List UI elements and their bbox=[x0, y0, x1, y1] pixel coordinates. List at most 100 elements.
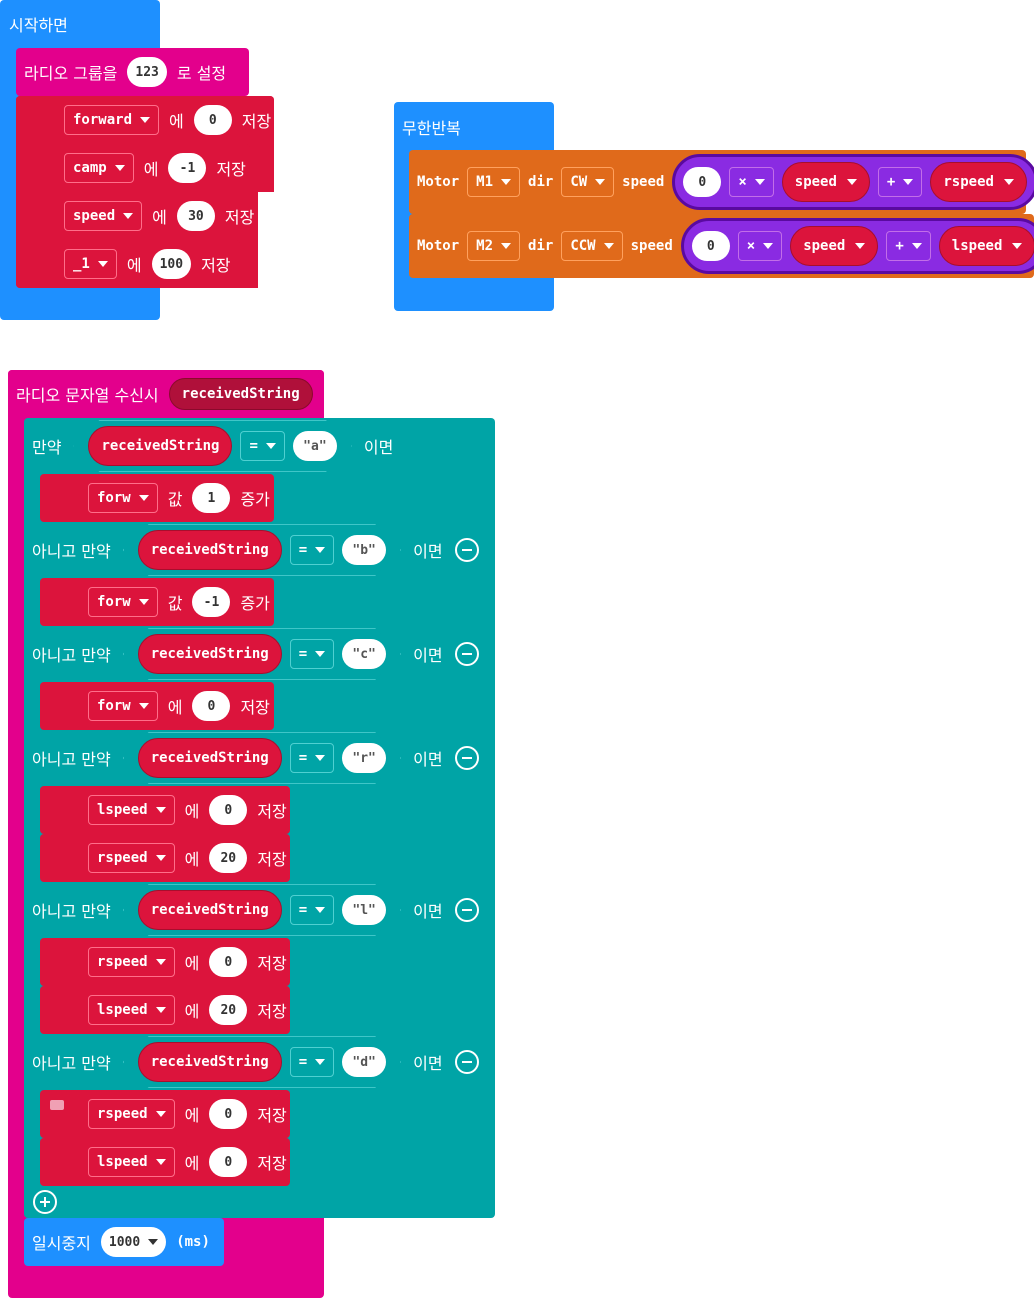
statement-block[interactable]: lspeed 에 0 저장 bbox=[40, 1138, 290, 1186]
minus-circle-icon[interactable] bbox=[454, 746, 479, 770]
math-expression[interactable]: 0 × speed + lspeed bbox=[680, 218, 1034, 274]
string-input[interactable]: " a " bbox=[293, 431, 337, 461]
var-dropdown[interactable]: speed bbox=[64, 201, 143, 231]
number-input[interactable]: 0 bbox=[691, 231, 730, 261]
received-string-var[interactable]: receivedString bbox=[138, 530, 282, 570]
compare-condition[interactable]: receivedString = " a " bbox=[73, 420, 351, 472]
word-label: 에 bbox=[167, 698, 183, 717]
var-dropdown[interactable]: camp bbox=[64, 153, 134, 183]
set-camp-block[interactable]: camp 에 -1 저장 bbox=[16, 144, 250, 192]
var-dropdown[interactable]: forward bbox=[64, 105, 160, 135]
var-dropdown[interactable]: lspeed bbox=[88, 795, 175, 825]
value-input[interactable]: 0 bbox=[192, 691, 231, 721]
minus-circle-icon[interactable] bbox=[454, 642, 479, 666]
tail-label: 저장 bbox=[240, 698, 270, 717]
minus-circle-icon[interactable] bbox=[454, 538, 479, 562]
compare-operator-dropdown[interactable]: = bbox=[290, 535, 334, 565]
compare-condition[interactable]: receivedString = " c " bbox=[123, 628, 401, 680]
minus-circle-icon[interactable] bbox=[454, 1050, 479, 1074]
statement-block[interactable]: rspeed 에 0 저장 bbox=[40, 938, 290, 986]
motor-m1-block[interactable]: Motor M1 dir CW speed 0 × speed + rspeed bbox=[409, 150, 1034, 214]
tail-label: 저장 bbox=[257, 802, 287, 821]
received-string-var[interactable]: receivedString bbox=[88, 426, 232, 466]
compare-operator-dropdown[interactable]: = bbox=[290, 895, 334, 925]
var-dropdown[interactable]: _1 bbox=[64, 249, 117, 279]
value-input[interactable]: 1 bbox=[192, 483, 231, 513]
variable-lspeed[interactable]: lspeed bbox=[938, 226, 1034, 266]
value-input[interactable]: 100 bbox=[151, 249, 192, 279]
operator-dropdown[interactable]: + bbox=[886, 231, 931, 261]
set-forward-block[interactable]: forward 에 0 저장 bbox=[16, 96, 274, 144]
value-input[interactable]: 20 bbox=[209, 843, 248, 873]
compare-condition[interactable]: receivedString = " b " bbox=[123, 524, 401, 576]
caret-down-icon bbox=[763, 243, 774, 249]
value-input[interactable]: 0 bbox=[209, 795, 248, 825]
pause-block[interactable]: 일시중지 1000 (ms) bbox=[24, 1218, 224, 1266]
else-if-condition-row: 아니고 만약 receivedString = " l " 이면 bbox=[24, 882, 495, 938]
string-input[interactable]: " b " bbox=[342, 535, 386, 565]
var-dropdown[interactable]: lspeed bbox=[88, 995, 175, 1025]
received-string-var[interactable]: receivedString bbox=[138, 634, 282, 674]
value-input[interactable]: -1 bbox=[192, 587, 231, 617]
statement-block[interactable]: rspeed 에 20 저장 bbox=[40, 834, 290, 882]
variable-speed[interactable]: speed bbox=[790, 226, 879, 266]
value-input[interactable]: 0 bbox=[209, 1099, 248, 1129]
var-dropdown[interactable]: rspeed bbox=[88, 843, 175, 873]
set-speed-block[interactable]: speed 에 30 저장 bbox=[16, 192, 258, 240]
string-input[interactable]: " l " bbox=[342, 895, 386, 925]
pause-value-dropdown[interactable]: 1000 bbox=[100, 1227, 167, 1257]
compare-operator-dropdown[interactable]: = bbox=[290, 1047, 334, 1077]
var-dropdown[interactable]: rspeed bbox=[88, 947, 175, 977]
variable-speed[interactable]: speed bbox=[781, 162, 870, 202]
caret-down-icon bbox=[595, 179, 606, 185]
compare-condition[interactable]: receivedString = " r " bbox=[123, 732, 401, 784]
var-dropdown[interactable]: rspeed bbox=[88, 1099, 175, 1129]
value-input[interactable]: 20 bbox=[209, 995, 248, 1025]
motor-id-dropdown[interactable]: M2 bbox=[467, 231, 521, 261]
comment-icon[interactable] bbox=[50, 1100, 64, 1110]
operator-dropdown[interactable]: × bbox=[729, 167, 774, 197]
statement-block[interactable]: lspeed 에 20 저장 bbox=[40, 986, 290, 1034]
statement-block[interactable]: lspeed 에 0 저장 bbox=[40, 786, 290, 834]
var-dropdown[interactable]: forw bbox=[88, 483, 158, 513]
plus-circle-icon[interactable] bbox=[33, 1190, 57, 1214]
value-input[interactable]: 0 bbox=[193, 105, 232, 135]
variable-rspeed[interactable]: rspeed bbox=[930, 162, 1027, 202]
string-input[interactable]: " d " bbox=[342, 1047, 386, 1077]
set-1-block[interactable]: _1 에 100 저장 bbox=[16, 240, 240, 288]
received-string-var[interactable]: receivedString bbox=[138, 890, 282, 930]
value-input[interactable]: -1 bbox=[168, 153, 207, 183]
received-string-param[interactable]: receivedString bbox=[168, 378, 313, 410]
minus-circle-icon[interactable] bbox=[454, 898, 479, 922]
compare-condition[interactable]: receivedString = " l " bbox=[123, 884, 401, 936]
motor-id-dropdown[interactable]: M1 bbox=[467, 167, 521, 197]
value-input[interactable]: 30 bbox=[176, 201, 215, 231]
compare-operator-dropdown[interactable]: = bbox=[290, 743, 334, 773]
radio-set-group-block[interactable]: 라디오 그룹을 123 로 설정 bbox=[16, 48, 249, 96]
compare-operator-dropdown[interactable]: = bbox=[240, 431, 284, 461]
var-dropdown[interactable]: forw bbox=[88, 587, 158, 617]
dir-dropdown[interactable]: CW bbox=[561, 167, 615, 197]
string-input[interactable]: " c " bbox=[342, 639, 386, 669]
statement-block[interactable]: forw 값 -1 증가 bbox=[40, 578, 274, 626]
dir-dropdown[interactable]: CCW bbox=[561, 231, 623, 261]
statement-block[interactable]: rspeed 에 0 저장 bbox=[40, 1090, 290, 1138]
add-else-button[interactable] bbox=[33, 1190, 57, 1218]
math-expression[interactable]: 0 × speed + rspeed bbox=[672, 154, 1034, 210]
statement-block[interactable]: forw 값 1 증가 bbox=[40, 474, 274, 522]
motor-m2-block[interactable]: Motor M2 dir CCW speed 0 × speed + lspee… bbox=[409, 214, 1034, 278]
compare-operator-dropdown[interactable]: = bbox=[290, 639, 334, 669]
number-input[interactable]: 0 bbox=[683, 167, 722, 197]
operator-dropdown[interactable]: + bbox=[877, 167, 923, 197]
var-dropdown[interactable]: lspeed bbox=[88, 1147, 175, 1177]
var-dropdown[interactable]: forw bbox=[88, 691, 158, 721]
value-input[interactable]: 0 bbox=[209, 947, 248, 977]
radio-group-value[interactable]: 123 bbox=[127, 57, 167, 87]
received-string-var[interactable]: receivedString bbox=[138, 738, 282, 778]
compare-condition[interactable]: receivedString = " d " bbox=[123, 1036, 401, 1088]
statement-block[interactable]: forw 에 0 저장 bbox=[40, 682, 274, 730]
value-input[interactable]: 0 bbox=[209, 1147, 248, 1177]
string-input[interactable]: " r " bbox=[342, 743, 386, 773]
operator-dropdown[interactable]: × bbox=[737, 231, 783, 261]
received-string-var[interactable]: receivedString bbox=[138, 1042, 282, 1082]
